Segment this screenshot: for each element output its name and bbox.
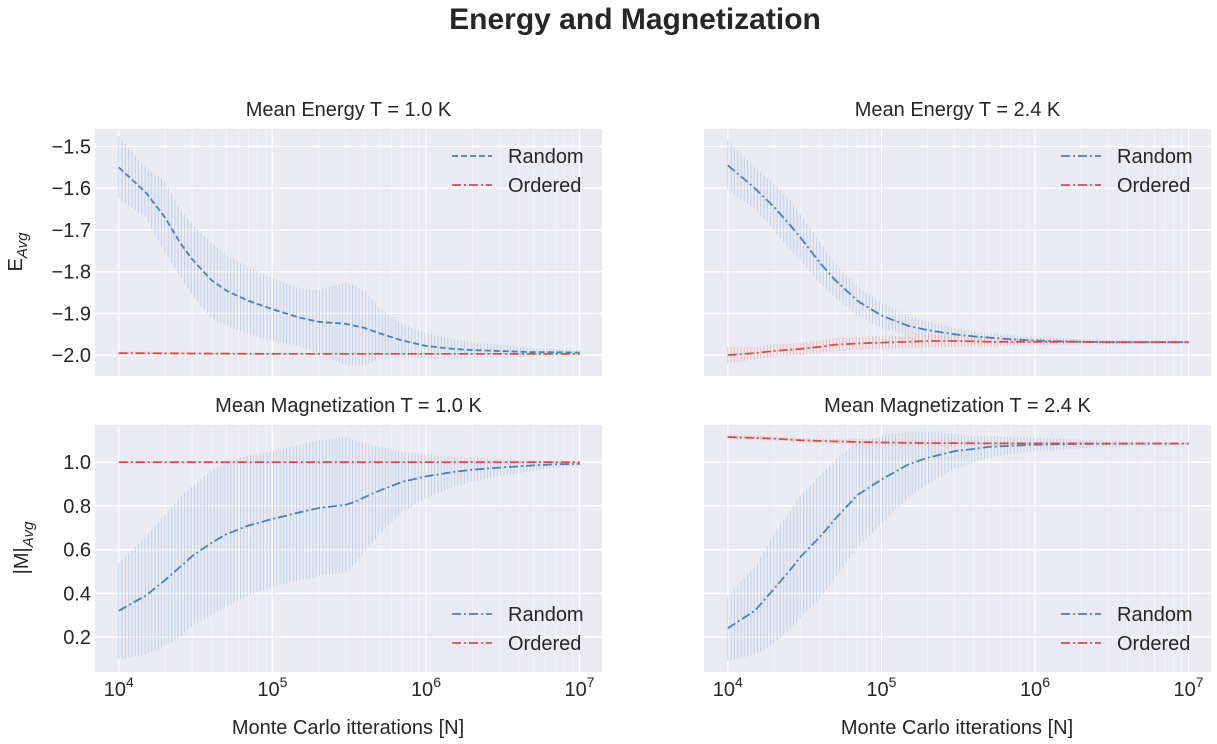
subplot-2: Mean Energy T = 2.4 K Random Ordered <box>704 99 1211 376</box>
y-tick-label: 0.4 <box>63 583 91 605</box>
legend-label-random: Random <box>508 146 584 168</box>
x-axis-label-left: Monte Carlo itterations [N] <box>232 717 464 739</box>
subplot-title: Mean Energy T = 2.4 K <box>855 99 1061 121</box>
subplot-1: Mean Energy T = 1.0 K −1.5 −1.6 −1.7 −1.8 −1.… <box>5 99 602 376</box>
plot-area <box>95 129 602 376</box>
y-tick-label: 1.0 <box>63 452 91 474</box>
subplot-4: Mean Magnetization T = 2.4 K 104 105 106 107… <box>704 395 1211 701</box>
subplot-3: Mean Magnetization T = 1.0 K 0.2 0.4 0.6 0.8… <box>11 395 602 701</box>
x-tick-label: 106 <box>1020 674 1050 701</box>
series-line-ordered <box>118 352 580 355</box>
series-line-ordered <box>727 436 1189 445</box>
series-line-ordered <box>727 340 1189 356</box>
y-tick-label: −1.9 <box>52 303 91 325</box>
y-tick-label: 0.6 <box>63 540 91 562</box>
y-tick-label: −1.6 <box>52 178 91 200</box>
y-tick-label: −2.0 <box>52 345 91 367</box>
legend: Random Ordered <box>1061 604 1193 655</box>
y-tick-label: −1.7 <box>52 220 91 242</box>
gridlines <box>95 129 602 376</box>
subplot-title: Mean Energy T = 1.0 K <box>246 99 452 121</box>
series-line-random <box>727 442 1189 630</box>
y-axis-label: |M|Avg <box>11 521 37 574</box>
x-tick-label: 104 <box>104 674 134 701</box>
legend-label-ordered: Ordered <box>508 175 581 197</box>
legend-label-ordered: Ordered <box>1117 175 1190 197</box>
series-line-random <box>118 166 580 354</box>
x-tick-label: 105 <box>866 674 896 701</box>
legend-label-ordered: Ordered <box>508 633 581 655</box>
legend-label-random: Random <box>508 604 584 626</box>
legend: Random Ordered <box>452 146 584 197</box>
y-tick-label: 0.2 <box>63 627 91 649</box>
figure-suptitle: Energy and Magnetization <box>449 3 821 36</box>
series-line-random <box>118 463 580 612</box>
x-tick-label: 104 <box>713 674 743 701</box>
legend: Random Ordered <box>452 604 584 655</box>
legend-label-random: Random <box>1117 604 1193 626</box>
gridlines <box>95 425 602 672</box>
subplot-title: Mean Magnetization T = 1.0 K <box>215 395 482 417</box>
plot-area <box>704 425 1211 672</box>
x-tick-label: 107 <box>565 674 595 701</box>
x-tick-label: 107 <box>1174 674 1204 701</box>
gridlines <box>704 425 1211 672</box>
x-tick-label: 105 <box>257 674 287 701</box>
y-tick-label: −1.8 <box>52 262 91 284</box>
y-axis-label: EAvg <box>5 232 31 272</box>
x-axis-label-right: Monte Carlo itterations [N] <box>841 717 1073 739</box>
y-tick-label: 0.8 <box>63 496 91 518</box>
series-line-random <box>727 164 1189 344</box>
legend-label-ordered: Ordered <box>1117 633 1190 655</box>
x-tick-label: 106 <box>411 674 441 701</box>
legend: Random Ordered <box>1061 146 1193 197</box>
y-tick-label: −1.5 <box>52 137 91 159</box>
subplot-title: Mean Magnetization T = 2.4 K <box>824 395 1091 417</box>
legend-label-random: Random <box>1117 146 1193 168</box>
